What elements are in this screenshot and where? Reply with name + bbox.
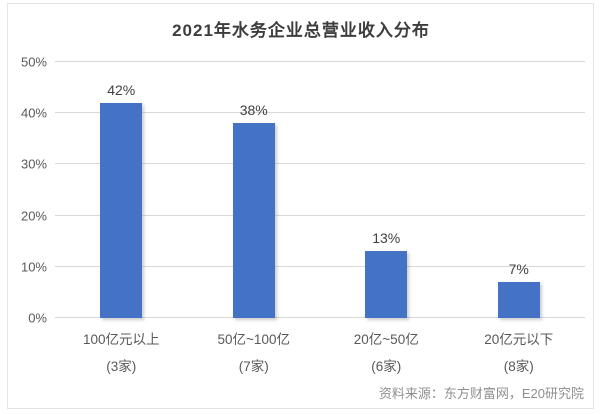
bar-slot: 38% (188, 62, 321, 318)
x-category-count: (7家) (238, 359, 269, 374)
y-tick-label: 40% (20, 105, 47, 121)
gridline (55, 214, 585, 216)
x-category-label: 20亿~50亿 (6家) (320, 326, 453, 380)
bar (232, 123, 275, 318)
x-axis-labels: 100亿元以上 (3家) 50亿~100亿 (7家) 20亿~50亿 (6家) 20亿元以下… (55, 326, 585, 380)
x-category-count: (8家) (503, 359, 534, 374)
gridline (55, 265, 585, 267)
gridline (55, 61, 585, 62)
gridline (55, 317, 585, 318)
y-tick-label: 20% (20, 208, 47, 224)
x-category-name: 100亿元以上 (82, 332, 160, 347)
x-category-name: 20亿元以下 (484, 332, 554, 347)
bar-slot: 13% (320, 62, 453, 318)
y-tick-label: 10% (20, 259, 47, 275)
source-note: 资料来源：东方财富网，E20研究院 (378, 386, 584, 401)
x-category-name: 20亿~50亿 (353, 332, 419, 347)
y-tick-label: 0% (28, 310, 47, 326)
bar-value-label: 13% (372, 230, 401, 247)
gridline (55, 163, 585, 165)
bar-value-label: 38% (239, 102, 268, 119)
y-tick-label: 50% (20, 54, 47, 70)
x-category-label: 50亿~100亿 (7家) (188, 326, 321, 380)
x-category-label: 20亿元以下 (8家) (453, 326, 586, 380)
x-category-label: 100亿元以上 (3家) (55, 326, 188, 380)
chart-title: 2021年水务企业总营业收入分布 (172, 21, 430, 40)
plot-area: 0% 10% 20% 30% 40% 50% 42% 38% 13% 7% (21, 56, 586, 325)
bar (497, 282, 540, 318)
bar-slot: 7% (453, 62, 586, 318)
bar-slot: 42% (55, 62, 188, 318)
gridline (55, 112, 585, 114)
bar (365, 251, 408, 318)
bar (100, 102, 143, 318)
bar-value-label: 7% (508, 261, 529, 278)
y-tick-label: 30% (20, 156, 47, 172)
x-category-count: (3家) (106, 359, 137, 374)
x-category-name: 50亿~100亿 (217, 332, 290, 347)
bar-value-label: 42% (107, 81, 136, 98)
x-category-count: (6家) (371, 359, 402, 374)
